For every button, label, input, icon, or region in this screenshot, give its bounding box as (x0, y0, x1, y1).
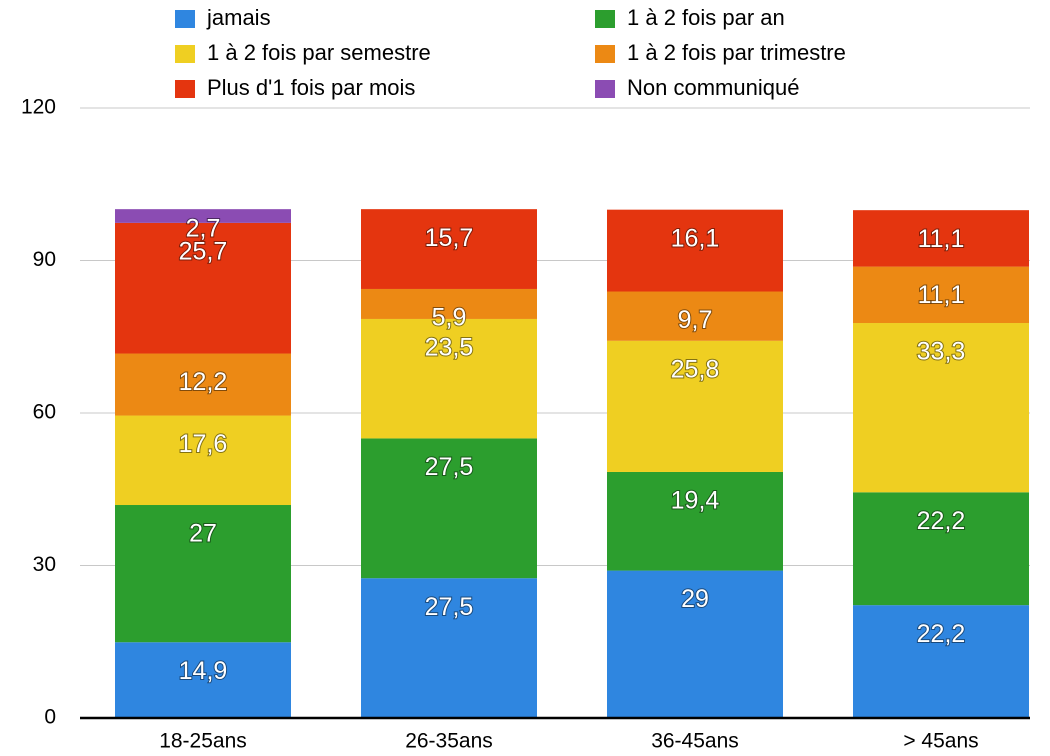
data-label: 29 (681, 585, 709, 613)
x-tick-label: 18-25ans (159, 730, 247, 753)
data-label: 27,5 (425, 593, 474, 621)
bar-segment (607, 570, 783, 718)
bar-segment (361, 438, 537, 579)
legend-label: 1 à 2 fois par an (627, 5, 785, 30)
data-label: 5,9 (432, 304, 467, 332)
data-label: 17,6 (179, 430, 228, 458)
y-tick-label: 0 (44, 706, 56, 729)
legend-swatch (175, 10, 195, 28)
bar-segment (115, 505, 291, 643)
bar-segment (115, 222, 291, 354)
x-tick-label: 36-45ans (651, 730, 739, 753)
bar-segment (853, 323, 1029, 493)
bar-segment (361, 318, 537, 439)
legend-label: 1 à 2 fois par semestre (207, 40, 431, 65)
bar-segment (853, 492, 1029, 606)
legend-label: Plus d'1 fois par mois (207, 75, 415, 100)
data-label: 33,3 (917, 338, 966, 366)
x-tick-label: 26-35ans (405, 730, 493, 753)
legend-swatch (175, 80, 195, 98)
data-label: 19,4 (671, 487, 720, 515)
data-label: 27,5 (425, 453, 474, 481)
data-label: 12,2 (179, 368, 228, 396)
data-label: 11,1 (918, 225, 965, 253)
legend-label: 1 à 2 fois par trimestre (627, 40, 846, 65)
bar-segment (361, 578, 537, 718)
data-label: 16,1 (671, 224, 720, 252)
legend-label: jamais (206, 5, 271, 30)
data-label: 9,7 (678, 306, 713, 334)
bar-segment (115, 209, 291, 223)
bar-segment (853, 210, 1029, 267)
y-tick-label: 30 (33, 553, 56, 576)
bar-segment (607, 209, 783, 292)
data-label: 22,2 (917, 507, 966, 535)
data-label: 25,8 (671, 355, 720, 383)
bar-segment (607, 471, 783, 571)
bar-segment (361, 288, 537, 319)
data-label: 11,1 (918, 281, 965, 309)
legend-swatch (175, 45, 195, 63)
y-tick-label: 120 (21, 96, 56, 119)
bar-segment (115, 353, 291, 416)
legend-swatch (595, 80, 615, 98)
x-tick-label: > 45ans (903, 730, 978, 753)
bar-segment (607, 291, 783, 341)
bar-segment (607, 340, 783, 472)
y-tick-label: 90 (33, 248, 56, 271)
data-label: 27 (189, 520, 217, 548)
y-tick-label: 60 (33, 401, 56, 424)
bar-segment (115, 642, 291, 718)
data-label: 22,2 (917, 620, 966, 648)
bar-segment (853, 266, 1029, 324)
bar-segment (853, 605, 1029, 718)
legend-swatch (595, 10, 615, 28)
data-label: 15,7 (425, 224, 474, 252)
bar-segment (361, 209, 537, 289)
data-label: 14,9 (179, 657, 228, 685)
data-label: 25,7 (179, 237, 228, 265)
data-label: 2,7 (186, 215, 221, 243)
legend-label: Non communiqué (627, 75, 799, 100)
bar-segment (115, 415, 291, 506)
data-label: 23,5 (425, 334, 474, 362)
legend-swatch (595, 45, 615, 63)
